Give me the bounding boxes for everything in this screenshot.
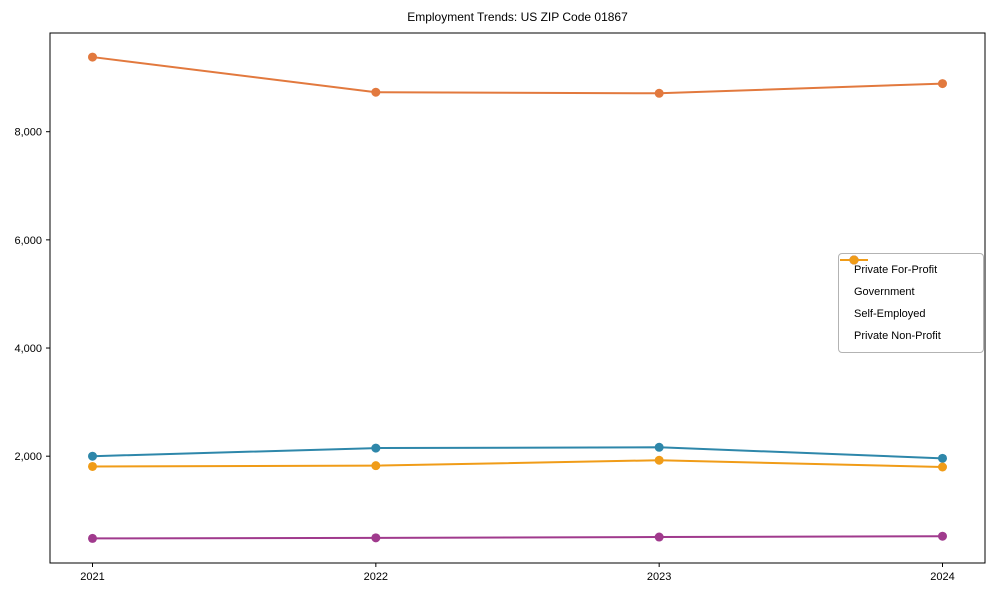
x-tick-label: 2021 — [80, 571, 104, 583]
series-marker — [938, 531, 947, 541]
series-marker — [371, 533, 381, 543]
series-line — [92, 56, 943, 95]
series-line — [92, 446, 943, 460]
plot-border — [49, 32, 986, 564]
series-marker — [88, 461, 97, 471]
x-tick-label: 2023 — [647, 571, 671, 583]
series-line — [92, 535, 943, 540]
legend-label: Private Non-Profit — [854, 330, 941, 342]
chart-title: Employment Trends: US ZIP Code 01867 — [407, 10, 628, 24]
x-tick-label: 2024 — [930, 571, 954, 583]
legend-item: Self-Employed — [840, 255, 975, 325]
x-tick-label: 2022 — [364, 571, 388, 583]
series-marker — [371, 87, 381, 97]
legend: Private For-Profit Government Self-Employe… — [838, 253, 984, 353]
series-marker — [654, 532, 664, 542]
legend-item: Government — [840, 255, 975, 303]
y-tick-label: 2,000 — [14, 451, 42, 463]
series-marker — [88, 451, 97, 461]
series-marker — [88, 52, 97, 62]
series-marker — [654, 455, 664, 465]
series-marker — [371, 443, 381, 453]
y-tick-label: 4,000 — [14, 343, 42, 355]
series-marker — [371, 461, 381, 471]
y-tick-label: 8,000 — [14, 127, 42, 139]
series-marker — [938, 453, 947, 463]
y-tick-label: 6,000 — [14, 235, 42, 247]
series-marker — [88, 533, 97, 543]
legend-label: Self-Employed — [854, 308, 926, 320]
series-line — [92, 459, 943, 469]
series-marker — [938, 79, 947, 89]
series-marker — [938, 462, 947, 472]
legend-marker-icon — [840, 255, 868, 265]
series-marker — [654, 442, 664, 452]
legend-label: Private For-Profit — [854, 264, 938, 276]
legend-item: Private Non-Profit — [840, 255, 975, 347]
legend-label: Government — [854, 286, 915, 298]
series-marker — [654, 88, 664, 98]
